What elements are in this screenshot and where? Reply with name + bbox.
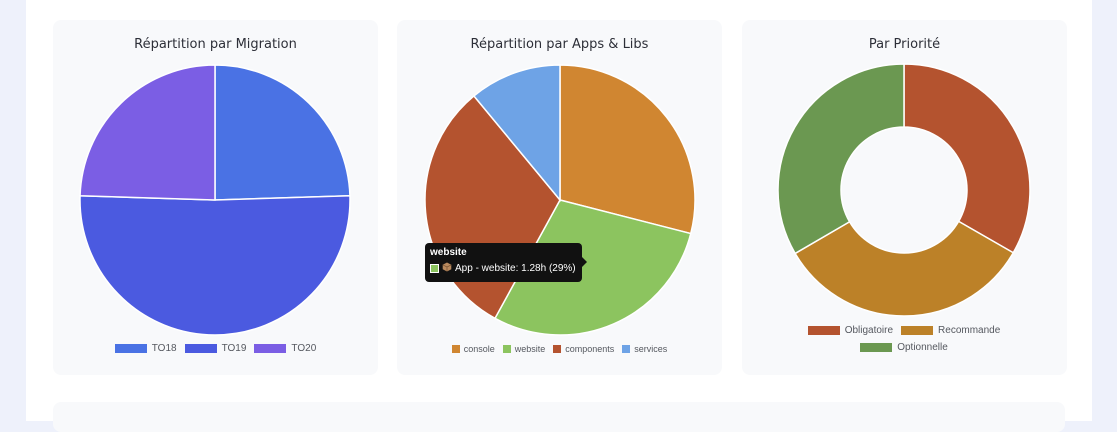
slice-console[interactable] — [559, 64, 696, 235]
legend-item-to19[interactable]: TO19 — [184, 343, 247, 354]
migration-pie-chart[interactable] — [53, 20, 378, 375]
legend-label: TO19 — [221, 343, 247, 354]
slice-obligatoire[interactable] — [903, 63, 1031, 254]
tooltip-color-swatch — [430, 264, 439, 273]
legend-swatch — [254, 344, 287, 353]
legend-item-to18[interactable]: TO18 — [114, 343, 177, 354]
slice-recommande[interactable] — [794, 220, 1015, 317]
legend-label: components — [565, 344, 615, 354]
slice-optionnelle[interactable] — [777, 63, 905, 255]
legend-label: TO18 — [151, 343, 177, 354]
apps-chart-card: Répartition par Apps & Libs console websi… — [397, 20, 722, 375]
next-section-card — [53, 402, 1065, 432]
slice-services[interactable] — [472, 64, 561, 203]
legend-swatch — [860, 343, 893, 352]
slice-website[interactable] — [493, 199, 692, 336]
apps-legend: console website components services — [397, 344, 722, 354]
legend-item-console[interactable]: console — [451, 344, 495, 354]
legend-label: Obligatoire — [844, 325, 894, 336]
legend-item-optionnelle[interactable]: Optionnelle — [860, 342, 948, 353]
legend-swatch — [807, 326, 840, 335]
slice-to18[interactable] — [214, 64, 351, 201]
legend-item-services[interactable]: services — [622, 344, 667, 354]
legend-swatch — [184, 344, 217, 353]
legend-label: website — [514, 344, 546, 354]
package-icon — [442, 262, 452, 275]
legend-item-components[interactable]: components — [553, 344, 614, 354]
priority-chart-title: Par Priorité — [868, 37, 941, 52]
legend-item-obligatoire[interactable]: Obligatoire — [807, 325, 894, 336]
legend-label: services — [634, 344, 668, 354]
legend-item-to20[interactable]: TO20 — [254, 343, 316, 354]
legend-swatch — [553, 345, 562, 353]
apps-pie-chart[interactable] — [397, 20, 722, 375]
legend-label: Optionnelle — [897, 342, 948, 353]
legend-swatch — [901, 326, 934, 335]
slice-to20[interactable] — [79, 64, 216, 201]
tooltip-title: website — [430, 247, 467, 258]
legend-label: Recommande — [938, 325, 1001, 336]
priority-chart-card: Par Priorité Obligatoire Recommande Option… — [742, 20, 1067, 375]
legend-label: console — [463, 344, 495, 354]
legend-swatch — [622, 345, 631, 353]
priority-legend: Obligatoire Recommande Optionnelle — [779, 325, 1029, 353]
tooltip-label: App - website: 1.28h (29%) — [455, 263, 576, 274]
slice-to19[interactable] — [79, 194, 351, 336]
migration-chart-title: Répartition par Migration — [134, 37, 297, 52]
priority-doughnut-chart[interactable] — [742, 20, 1067, 375]
apps-chart-title: Répartition par Apps & Libs — [470, 37, 649, 52]
legend-swatch — [114, 344, 147, 353]
legend-label: TO20 — [291, 343, 317, 354]
migration-chart-card: Répartition par Migration TO18 TO19 TO20 — [53, 20, 378, 375]
migration-legend: TO18 TO19 TO20 — [53, 343, 378, 354]
legend-swatch — [502, 345, 511, 353]
legend-swatch — [451, 345, 460, 353]
legend-item-website[interactable]: website — [502, 344, 546, 354]
legend-item-recommande[interactable]: Recommande — [901, 325, 1000, 336]
chart-tooltip: website App - website: 1.28h (29%) — [425, 243, 587, 282]
